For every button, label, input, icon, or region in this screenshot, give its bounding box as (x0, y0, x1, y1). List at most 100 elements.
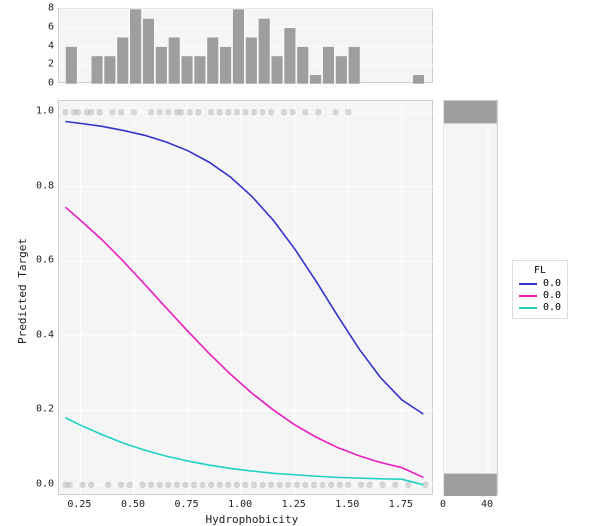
y-axis-label: Predicted Target (16, 238, 29, 344)
hist-bar (297, 47, 309, 85)
scatter-point (392, 482, 398, 488)
top-histogram-panel (58, 8, 433, 83)
scatter-point (217, 482, 223, 488)
main-ytick: 0.2 (30, 404, 54, 415)
scatter-point (367, 482, 373, 488)
scatter-point (88, 109, 94, 115)
scatter-point (79, 482, 85, 488)
legend-label: 0.0 (543, 302, 561, 313)
scatter-point (97, 109, 103, 115)
scatter-point (277, 482, 283, 488)
legend: FL 0.00.00.0 (512, 260, 568, 319)
hist-bar (65, 47, 77, 85)
scatter-point (225, 109, 231, 115)
scatter-point (225, 482, 231, 488)
scatter-point (234, 109, 240, 115)
scatter-point (332, 109, 338, 115)
scatter-point (302, 109, 308, 115)
hist-bar (181, 56, 193, 84)
main-xtick: 0.50 (121, 499, 145, 510)
scatter-point (268, 482, 274, 488)
legend-swatch (519, 307, 537, 309)
scatter-point (345, 109, 351, 115)
hist-bar (310, 75, 322, 84)
main-xtick: 1.00 (228, 499, 252, 510)
scatter-point (62, 109, 68, 115)
hist-bar (233, 9, 245, 84)
scatter-point (208, 109, 214, 115)
hist-bar (245, 37, 257, 84)
scatter-point (319, 482, 325, 488)
legend-swatch (519, 283, 537, 285)
main-ytick: 0.6 (30, 255, 54, 266)
hist-bar (271, 56, 283, 84)
hist-bar (207, 37, 219, 84)
legend-label: 0.0 (543, 278, 561, 289)
scatter-point (281, 109, 287, 115)
main-ytick: 0.8 (30, 180, 54, 191)
scatter-point (315, 109, 321, 115)
hist-bar (284, 28, 296, 84)
scatter-point (165, 482, 171, 488)
top-hist-ytick: 4 (40, 40, 54, 51)
legend-item: 0.0 (519, 290, 561, 301)
scatter-point (217, 109, 223, 115)
main-ytick: 0.0 (30, 478, 54, 489)
top-histogram-svg (59, 9, 434, 84)
hist-bar (130, 9, 142, 84)
hist-bar (104, 56, 116, 84)
main-xtick: 0.25 (67, 499, 91, 510)
right-hist-xtick: 40 (481, 499, 493, 510)
main-xtick: 1.25 (282, 499, 306, 510)
scatter-point (182, 482, 188, 488)
legend-item: 0.0 (519, 302, 561, 313)
fl-line-1 (65, 121, 423, 414)
right-hist-bar (444, 474, 497, 496)
fl-line-3 (65, 418, 423, 485)
scatter-point (105, 482, 111, 488)
hist-bar (194, 56, 206, 84)
scatter-point (294, 482, 300, 488)
scatter-point (379, 482, 385, 488)
hist-bar (323, 47, 335, 85)
top-hist-ytick: 2 (40, 59, 54, 70)
scatter-point (242, 109, 248, 115)
scatter-point (148, 109, 154, 115)
scatter-point (148, 482, 154, 488)
scatter-point (405, 482, 411, 488)
hist-bar (413, 75, 425, 84)
main-ytick: 0.4 (30, 329, 54, 340)
legend-swatch (519, 295, 537, 297)
hist-bar (258, 18, 270, 84)
scatter-point (178, 109, 184, 115)
legend-title: FL (519, 265, 561, 276)
right-hist-xtick: 0 (440, 499, 446, 510)
top-hist-ytick: 8 (40, 3, 54, 14)
right-histogram-panel (443, 100, 498, 495)
right-histogram-svg (444, 101, 499, 496)
scatter-point (259, 482, 265, 488)
scatter-point (165, 109, 171, 115)
hist-bar (143, 18, 155, 84)
scatter-point (242, 482, 248, 488)
scatter-point (88, 482, 94, 488)
scatter-point (127, 482, 133, 488)
main-ytick: 1.0 (30, 106, 54, 117)
scatter-point (195, 109, 201, 115)
hist-bar (155, 47, 167, 85)
main-xtick: 1.50 (335, 499, 359, 510)
scatter-point (358, 482, 364, 488)
scatter-point (199, 482, 205, 488)
legend-label: 0.0 (543, 290, 561, 301)
scatter-point (311, 482, 317, 488)
scatter-point (139, 482, 145, 488)
figure: Hydrophobicity Predicted Target FL 0.00.… (0, 0, 600, 515)
scatter-point (251, 109, 257, 115)
scatter-point (268, 109, 274, 115)
scatter-point (131, 109, 137, 115)
scatter-point (187, 109, 193, 115)
top-hist-ytick: 6 (40, 21, 54, 32)
scatter-point (109, 109, 115, 115)
hist-bar (168, 37, 180, 84)
hist-bar (117, 37, 129, 84)
